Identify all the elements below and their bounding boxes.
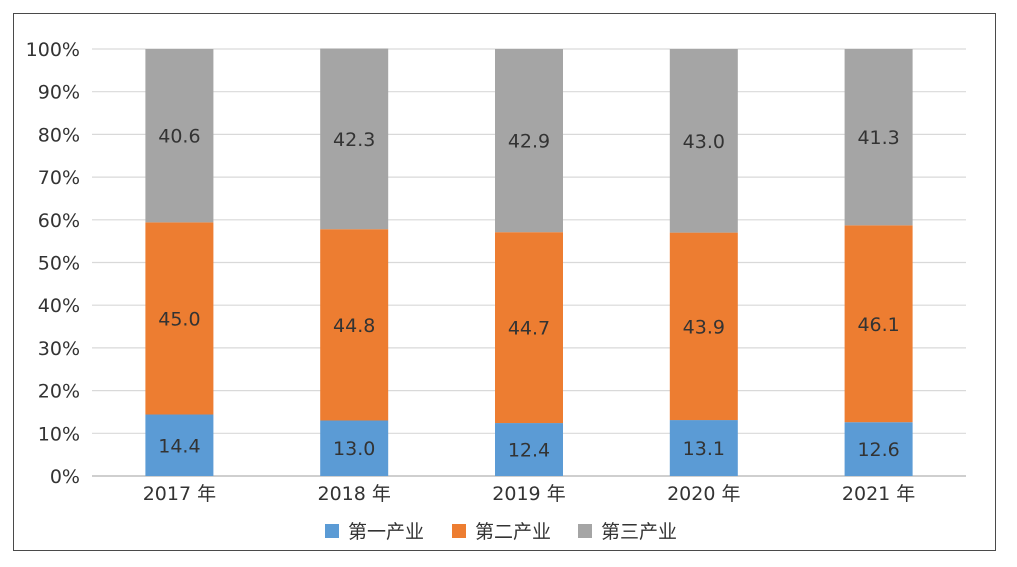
y-tick-label: 20%	[38, 381, 80, 403]
data-label: 45.0	[158, 308, 200, 330]
x-tick-label: 2018 年	[317, 483, 390, 505]
bar-segment-3-1	[145, 49, 214, 223]
x-tick-label: 2017 年	[143, 483, 216, 505]
bar-segment-2-2	[320, 229, 389, 421]
bar-segment-2-4	[669, 232, 738, 421]
y-tick-label: 50%	[38, 253, 80, 275]
x-tick-label: 2019 年	[492, 483, 565, 505]
bar-segment-1-4	[669, 420, 738, 476]
y-tick-label: 90%	[38, 82, 80, 104]
bar-segment-2-5	[844, 225, 913, 423]
data-label: 46.1	[857, 314, 899, 336]
data-label: 12.6	[857, 439, 899, 461]
data-label: 13.1	[683, 438, 725, 460]
y-tick-label: 80%	[38, 124, 80, 146]
data-label: 43.9	[683, 316, 725, 338]
bar-segment-3-3	[495, 49, 563, 233]
bar-segment-2-1	[145, 222, 214, 415]
y-tick-label: 10%	[38, 423, 80, 445]
x-tick-label: 2021 年	[842, 483, 915, 505]
data-label: 12.4	[508, 440, 550, 462]
data-label: 44.8	[333, 315, 375, 337]
bar-segment-1-1	[145, 414, 214, 476]
bar-segment-3-4	[669, 49, 738, 233]
data-label: 42.3	[333, 129, 375, 151]
bar-segment-1-5	[844, 422, 913, 476]
y-tick-label: 70%	[38, 167, 80, 189]
y-tick-label: 60%	[38, 210, 80, 232]
y-tick-label: 0%	[50, 466, 80, 488]
y-tick-label: 40%	[38, 295, 80, 317]
data-label: 13.0	[333, 438, 375, 460]
data-label: 14.4	[158, 435, 200, 457]
data-label: 40.6	[158, 126, 200, 148]
data-label: 43.0	[683, 131, 725, 153]
bar-segment-3-2	[320, 48, 389, 230]
bar-segment-2-3	[495, 232, 563, 424]
legend-label: 第二产业	[475, 521, 551, 543]
legend-label: 第三产业	[601, 521, 677, 543]
data-label: 42.9	[508, 131, 550, 153]
x-tick-label: 2020 年	[667, 483, 740, 505]
y-tick-label: 100%	[26, 39, 80, 61]
data-label: 44.7	[508, 318, 550, 340]
bar-segment-3-5	[844, 49, 913, 226]
y-tick-label: 30%	[38, 338, 80, 360]
bar-segment-1-3	[495, 423, 563, 476]
legend-swatch-3	[578, 524, 592, 538]
legend-label: 第一产业	[348, 521, 424, 543]
bar-segment-1-2	[320, 420, 389, 476]
data-label: 41.3	[857, 127, 899, 149]
legend-swatch-1	[325, 524, 339, 538]
legend-swatch-2	[452, 524, 466, 538]
